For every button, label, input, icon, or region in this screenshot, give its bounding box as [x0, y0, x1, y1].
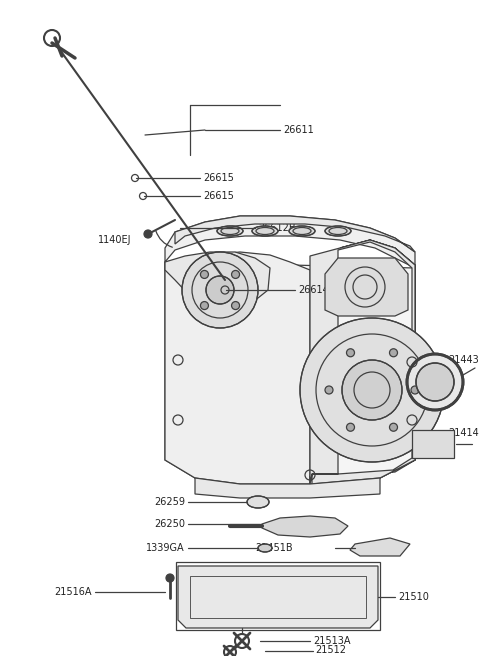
Polygon shape [165, 252, 310, 484]
Text: 21443: 21443 [448, 355, 479, 365]
Circle shape [347, 349, 355, 357]
Bar [190, 576, 366, 618]
Polygon shape [350, 538, 410, 556]
Ellipse shape [247, 496, 269, 508]
Text: 21451B: 21451B [255, 543, 293, 553]
Polygon shape [325, 258, 408, 316]
Text: 21513A: 21513A [313, 636, 350, 646]
Text: 26611: 26611 [283, 125, 314, 135]
Circle shape [231, 270, 240, 278]
Circle shape [407, 354, 463, 410]
Circle shape [201, 302, 208, 310]
Text: 26615: 26615 [203, 191, 234, 201]
Text: 26614: 26614 [298, 285, 329, 295]
Polygon shape [262, 516, 348, 537]
Circle shape [300, 318, 444, 462]
Polygon shape [310, 240, 415, 484]
Polygon shape [165, 216, 415, 268]
Ellipse shape [325, 226, 351, 236]
Polygon shape [178, 566, 378, 628]
Circle shape [347, 423, 355, 431]
Circle shape [201, 270, 208, 278]
Circle shape [231, 302, 240, 310]
Bar [176, 562, 380, 630]
Ellipse shape [252, 226, 278, 236]
Polygon shape [165, 252, 270, 312]
Circle shape [342, 360, 402, 420]
Text: 21516A: 21516A [55, 587, 92, 597]
Circle shape [325, 386, 333, 394]
Circle shape [389, 423, 397, 431]
Polygon shape [195, 478, 380, 498]
Ellipse shape [217, 226, 243, 236]
Text: 21512: 21512 [315, 645, 346, 655]
Text: 26612B: 26612B [258, 223, 296, 233]
Circle shape [206, 276, 234, 304]
Polygon shape [165, 262, 415, 484]
Polygon shape [310, 240, 415, 484]
Text: 26250: 26250 [154, 519, 185, 529]
Circle shape [411, 386, 419, 394]
Circle shape [416, 363, 454, 401]
Ellipse shape [289, 226, 315, 236]
Text: 1140EJ: 1140EJ [98, 235, 132, 245]
Text: 1339GA: 1339GA [146, 543, 185, 553]
Circle shape [166, 574, 174, 582]
Circle shape [182, 252, 258, 328]
Ellipse shape [258, 544, 272, 552]
Text: 26259: 26259 [154, 497, 185, 507]
Text: 26615: 26615 [203, 173, 234, 183]
Text: 21414: 21414 [448, 428, 479, 438]
Bar [412, 430, 454, 458]
Circle shape [144, 230, 152, 238]
Polygon shape [175, 216, 415, 252]
Text: 21510: 21510 [398, 592, 429, 602]
Circle shape [389, 349, 397, 357]
